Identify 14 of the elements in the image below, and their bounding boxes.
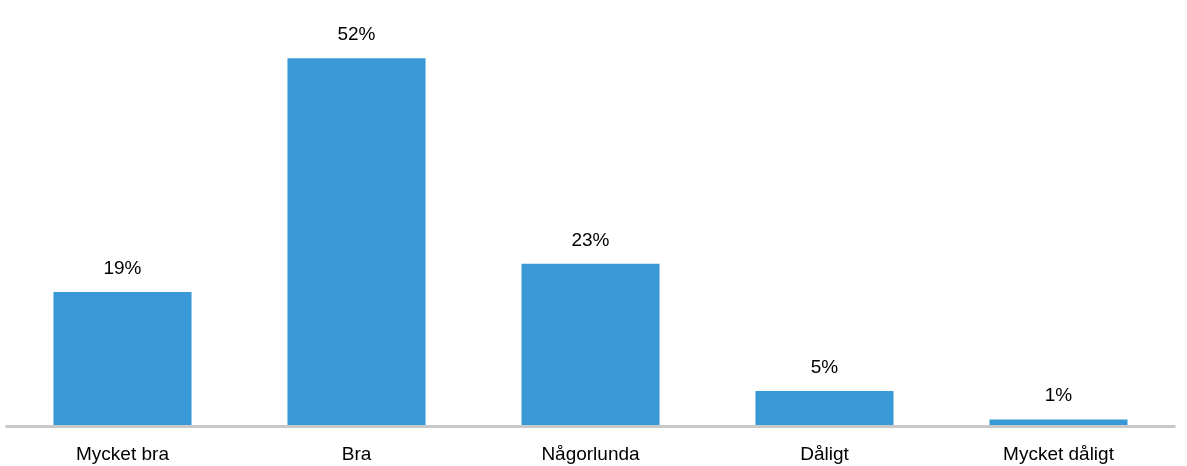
data-label: 52%	[337, 23, 376, 45]
x-tick-label: Dåligt	[800, 442, 850, 464]
data-label: 23%	[571, 228, 610, 250]
x-tick-label: Någorlunda	[541, 442, 641, 464]
x-tick-label: Mycket dåligt	[1003, 442, 1115, 464]
bar	[755, 391, 894, 427]
bar	[521, 263, 660, 427]
data-label: 5%	[810, 356, 839, 378]
x-tick-label: Mycket bra	[76, 442, 170, 464]
data-label: 19%	[103, 256, 142, 278]
bar	[53, 291, 192, 427]
bar	[287, 58, 426, 427]
data-label: 1%	[1044, 384, 1073, 406]
x-tick-label: Bra	[341, 442, 372, 464]
